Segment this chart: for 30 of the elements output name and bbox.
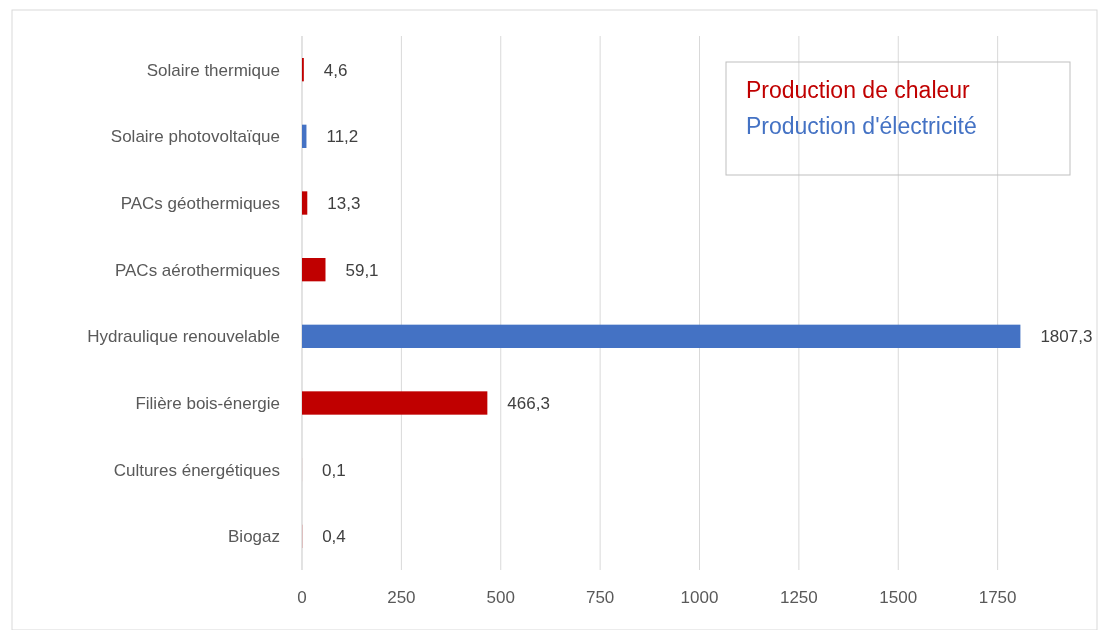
x-tick-label: 1500 <box>879 588 918 607</box>
data-label: 4,6 <box>323 60 348 80</box>
x-tick-label: 0 <box>297 588 307 607</box>
y-tick-label: Solaire thermique <box>146 60 280 80</box>
y-tick-label: Solaire photovoltaïque <box>110 127 280 147</box>
data-label: 11,2 <box>326 127 359 147</box>
data-label: 0,4 <box>322 527 346 547</box>
y-tick-label: Cultures énergétiques <box>113 460 280 480</box>
x-tick-label: 1000 <box>680 588 719 607</box>
bar <box>302 391 488 415</box>
data-label: 13,3 <box>327 193 361 213</box>
y-tick-label: Filière bois-énergie <box>135 393 280 413</box>
data-label: 59,1 <box>345 260 379 280</box>
x-tick-label: 1250 <box>779 588 818 607</box>
y-tick-label: Biogaz <box>228 527 280 547</box>
text: Production d'électricité <box>746 113 977 139</box>
bar <box>302 191 308 215</box>
bar <box>302 258 326 282</box>
bar <box>302 324 1021 348</box>
data-label: 0,1 <box>322 460 346 480</box>
text: Production de chaleur <box>746 77 971 103</box>
x-tick-label: 1750 <box>978 588 1017 607</box>
data-label: 466,3 <box>507 393 550 413</box>
data-label: 1807,3 <box>1040 327 1093 347</box>
y-tick-label: Hydraulique renouvelable <box>87 327 280 347</box>
x-tick-label: 500 <box>486 588 515 607</box>
y-tick-label: PACs aérothermiques <box>114 260 280 280</box>
x-tick-label: 250 <box>387 588 416 607</box>
y-tick-label: PACs géothermiques <box>120 193 280 213</box>
x-tick-label: 750 <box>585 588 615 607</box>
